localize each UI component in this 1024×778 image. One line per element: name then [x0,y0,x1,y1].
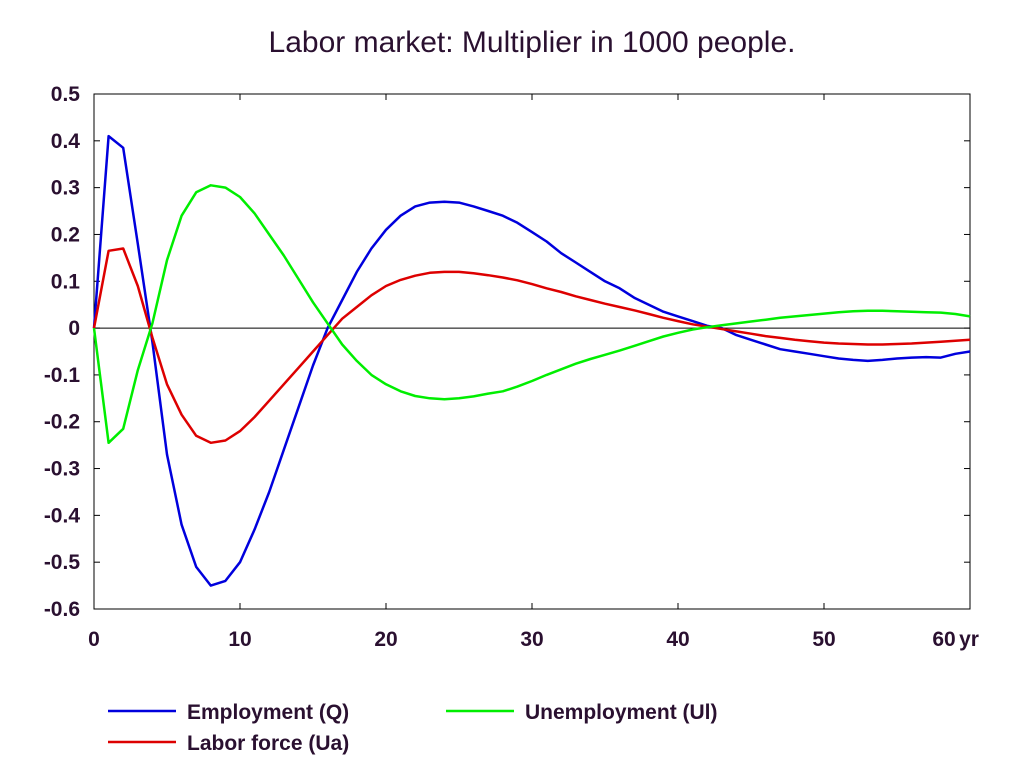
x-tick-label: 10 [228,628,251,651]
legend-label: Unemployment (Ul) [525,701,718,724]
legend-label: Employment (Q) [187,701,349,724]
y-tick-label: 0.2 [51,223,80,246]
y-tick-label: -0.4 [44,504,81,527]
y-tick-label: 0.5 [51,83,81,106]
y-tick-label: -0.1 [44,364,81,387]
y-tick-label: 0.4 [51,130,81,153]
y-tick-label: 0.3 [51,177,80,200]
chart-title: Labor market: Multiplier in 1000 people. [269,26,796,59]
legend-label: Labor force (Ua) [187,732,349,755]
x-tick-label: 20 [374,628,397,651]
x-unit-label: yr [959,628,979,651]
legend: Employment (Q) Labor force (Ua) Unemployme… [108,701,718,755]
series-line-3 [92,184,971,445]
x-tick-label: 50 [812,628,835,651]
x-tick-label: 0 [88,628,100,651]
x-tick-label: 40 [666,628,689,651]
y-tick-label: 0.1 [51,270,81,293]
series-line-2 [92,247,971,445]
y-tick-label: -0.3 [44,458,80,481]
y-tick-label: -0.6 [44,598,80,621]
y-tick-label: 0 [68,317,80,340]
series-line-1 [92,134,971,587]
x-tick-label: 60 [932,628,955,651]
plot-frame [93,93,971,610]
y-tick-label: -0.2 [44,411,80,434]
plot-area: 0.5 0.4 0.3 0.2 0.1 0 -0.1 -0.2 -0.3 -0.4 -0.5 -0.6… [44,83,979,651]
x-tick-label: 30 [520,628,543,651]
y-tick-label: -0.5 [44,551,81,574]
